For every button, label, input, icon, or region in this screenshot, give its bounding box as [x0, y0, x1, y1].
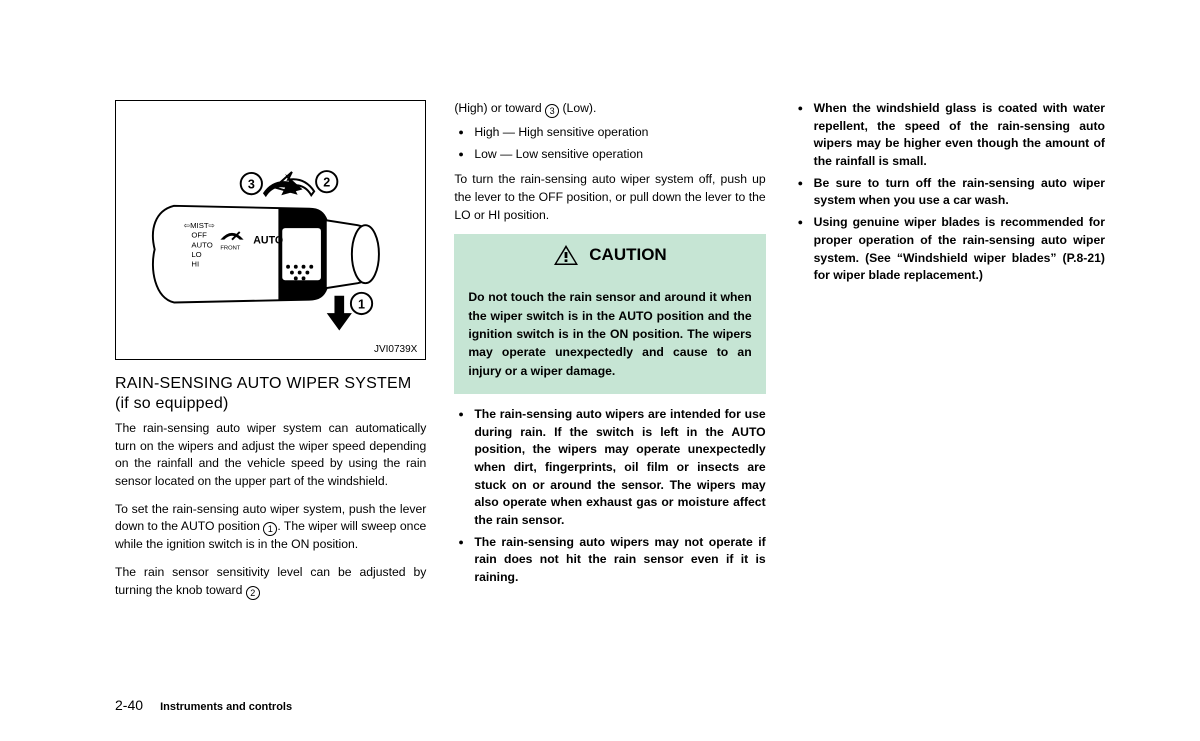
caution-title: CAUTION	[589, 245, 666, 265]
page-footer: 2-40 Instruments and controls	[115, 697, 292, 713]
svg-text:3: 3	[248, 177, 255, 191]
callout-1: 1	[327, 293, 372, 331]
list-item: Low — Low sensitive operation	[454, 146, 765, 164]
page-columns: ⇦MIST⇨ OFF AUTO LO HI AUTO FRONT 2	[115, 100, 1105, 600]
warning-triangle-icon	[553, 244, 579, 266]
circled-3-inline: 3	[545, 104, 559, 118]
page-number: 2-40	[115, 697, 143, 713]
wiper-lever-figure: ⇦MIST⇨ OFF AUTO LO HI AUTO FRONT 2	[115, 100, 426, 360]
wiper-lever-svg: ⇦MIST⇨ OFF AUTO LO HI AUTO FRONT 2	[116, 101, 425, 359]
list-item: Be sure to turn off the rain-sensing aut…	[794, 175, 1105, 210]
lever-auto-big: AUTO	[253, 235, 283, 247]
col2-top: (High) or toward 3 (Low).	[454, 100, 765, 118]
col1-p3: The rain sensor sensitivity level can be…	[115, 564, 426, 600]
col2-bullets-2: The rain-sensing auto wipers are in­tend…	[454, 406, 765, 587]
list-item: Using genuine wiper blades is recom­mend…	[794, 214, 1105, 285]
figure-id: JVI0739X	[374, 344, 417, 355]
column-3: When the windshield glass is coated with…	[794, 100, 1105, 600]
section-title: RAIN-SENSING AUTO WIPER SYS­TEM (if so e…	[115, 374, 426, 414]
lever-mist-label: ⇦MIST⇨	[184, 221, 216, 230]
caution-header: CAUTION	[454, 234, 765, 276]
lever-hi-label: HI	[191, 260, 199, 269]
circled-1-inline: 1	[263, 522, 277, 536]
svg-text:2: 2	[323, 176, 330, 190]
col1-p2: To set the rain-sensing auto wiper syste…	[115, 501, 426, 554]
col3-bullets: When the windshield glass is coated with…	[794, 100, 1105, 285]
list-item: High — High sensitive operation	[454, 124, 765, 142]
list-item: The rain-sensing auto wipers may not ope…	[454, 534, 765, 587]
svg-text:FRONT: FRONT	[220, 245, 240, 251]
column-2: (High) or toward 3 (Low). High — High se…	[454, 100, 765, 600]
caution-body: Do not touch the rain sensor and around …	[454, 276, 765, 393]
col1-p1: The rain-sensing auto wiper system can a…	[115, 420, 426, 491]
section-name: Instruments and controls	[160, 701, 292, 713]
col2-p1: To turn the rain-sensing auto wiper syst…	[454, 171, 765, 224]
list-item: When the windshield glass is coated with…	[794, 100, 1105, 171]
col2-bullets-1: High — High sensitive operation Low — Lo…	[454, 124, 765, 163]
lever-lo-label: LO	[191, 250, 201, 259]
svg-text:1: 1	[358, 297, 365, 311]
column-1: ⇦MIST⇨ OFF AUTO LO HI AUTO FRONT 2	[115, 100, 426, 600]
circled-2-inline: 2	[246, 586, 260, 600]
list-item: The rain-sensing auto wipers are in­tend…	[454, 406, 765, 530]
lever-auto-label: AUTO	[191, 240, 212, 249]
lever-off-label: OFF	[191, 231, 207, 240]
